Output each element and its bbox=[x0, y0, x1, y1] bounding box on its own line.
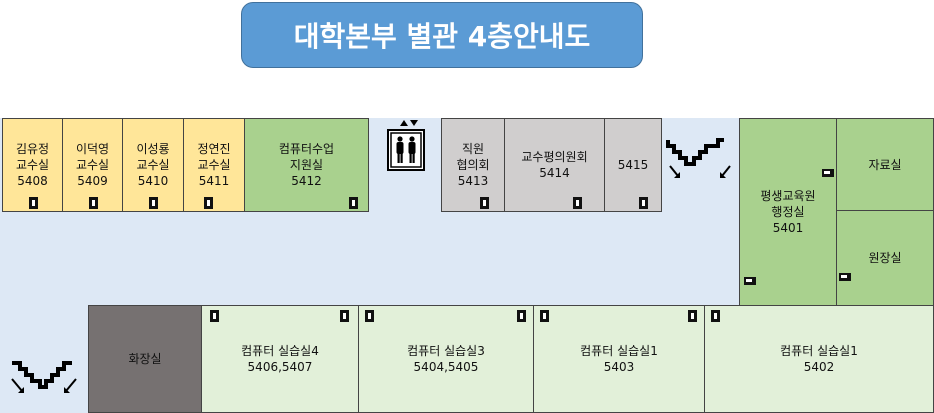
door-icon bbox=[540, 310, 549, 322]
room-5410[interactable]: 이성룡 교수실 5410 bbox=[122, 118, 184, 212]
door-icon bbox=[340, 310, 349, 322]
room-label: 자료실 bbox=[868, 157, 902, 172]
room-label: 교수평의원회 bbox=[521, 150, 588, 164]
corridor-lower-left bbox=[0, 305, 88, 413]
door-icon bbox=[744, 277, 756, 285]
room-5401[interactable]: 평생교육원 행정실 5401 bbox=[739, 118, 837, 306]
room-label: 김유정 교수실 bbox=[15, 142, 50, 172]
page-title: 대학본부 별관 4층안내도 bbox=[241, 2, 643, 68]
room-label: 직원 협의회 bbox=[456, 142, 490, 172]
room-5415[interactable]: 5415 bbox=[604, 118, 662, 212]
door-icon bbox=[573, 197, 582, 209]
elevator-icon bbox=[387, 120, 425, 171]
room-restroom[interactable]: 화장실 bbox=[88, 305, 202, 413]
room-5402[interactable]: 컴퓨터 실습실1 5402 bbox=[704, 305, 934, 413]
door-icon bbox=[639, 197, 648, 209]
door-icon bbox=[688, 310, 697, 322]
room-number: 5406,5407 bbox=[247, 360, 313, 374]
room-label: 이덕영 교수실 bbox=[75, 142, 110, 172]
room-label: 이성룡 교수실 bbox=[136, 142, 170, 172]
room-5411[interactable]: 정연진 교수실 5411 bbox=[183, 118, 245, 212]
room-label: 컴퓨터수업 지원실 bbox=[278, 142, 335, 172]
door-icon bbox=[839, 273, 851, 281]
door-icon bbox=[149, 197, 158, 209]
room-label: 컴퓨터 실습실3 bbox=[407, 344, 485, 358]
door-icon bbox=[29, 197, 38, 209]
room-5409[interactable]: 이덕영 교수실 5409 bbox=[62, 118, 123, 212]
room-label: 컴퓨터 실습실1 bbox=[580, 344, 658, 358]
room-5404-5405[interactable]: 컴퓨터 실습실3 5404,5405 bbox=[358, 305, 534, 413]
room-5412[interactable]: 컴퓨터수업 지원실 5412 bbox=[244, 118, 369, 212]
room-number: 5414 bbox=[539, 166, 570, 180]
door-icon bbox=[480, 197, 489, 209]
door-icon bbox=[822, 169, 834, 177]
door-icon bbox=[517, 310, 526, 322]
room-number: 5402 bbox=[803, 360, 835, 374]
room-number: 5403 bbox=[603, 360, 635, 374]
room-label: 원장실 bbox=[868, 251, 902, 265]
door-icon bbox=[210, 310, 219, 322]
door-icon bbox=[204, 197, 213, 209]
door-icon bbox=[711, 310, 720, 322]
room-number: 5413 bbox=[457, 174, 489, 188]
room-number: 5409 bbox=[77, 174, 108, 188]
room-label: 화장실 bbox=[128, 352, 162, 366]
room-number: 5412 bbox=[291, 174, 322, 188]
room-number: 5401 bbox=[772, 221, 804, 235]
room-label: 정연진 교수실 bbox=[197, 142, 231, 172]
room-archive[interactable]: 자료실 bbox=[836, 118, 934, 211]
room-5408[interactable]: 김유정 교수실 5408 bbox=[2, 118, 63, 212]
room-5406-5407[interactable]: 컴퓨터 실습실4 5406,5407 bbox=[201, 305, 359, 413]
room-label: 컴퓨터 실습실1 bbox=[780, 344, 858, 358]
room-director[interactable]: 원장실 bbox=[836, 210, 934, 306]
room-5414[interactable]: 교수평의원회 5414 bbox=[504, 118, 605, 212]
door-icon bbox=[89, 197, 98, 209]
room-number: 5410 bbox=[137, 174, 169, 188]
room-5413[interactable]: 직원 협의회 5413 bbox=[441, 118, 505, 212]
door-icon bbox=[349, 197, 358, 209]
stairs-icon bbox=[11, 361, 77, 393]
stairs-icon bbox=[666, 138, 731, 178]
room-5403[interactable]: 컴퓨터 실습실1 5403 bbox=[533, 305, 705, 413]
room-number: 5411 bbox=[198, 174, 230, 188]
door-icon bbox=[365, 310, 374, 322]
room-number: 5415 bbox=[617, 158, 649, 172]
room-label: 컴퓨터 실습실4 bbox=[241, 344, 319, 358]
room-number: 5404,5405 bbox=[413, 360, 479, 374]
room-label: 평생교육원 행정실 bbox=[760, 189, 816, 219]
room-number: 5408 bbox=[17, 174, 48, 188]
